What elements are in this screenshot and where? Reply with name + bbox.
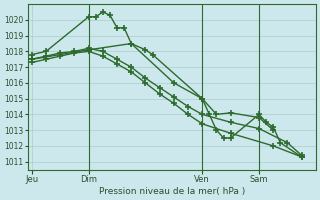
X-axis label: Pression niveau de la mer( hPa ): Pression niveau de la mer( hPa ) xyxy=(99,187,245,196)
